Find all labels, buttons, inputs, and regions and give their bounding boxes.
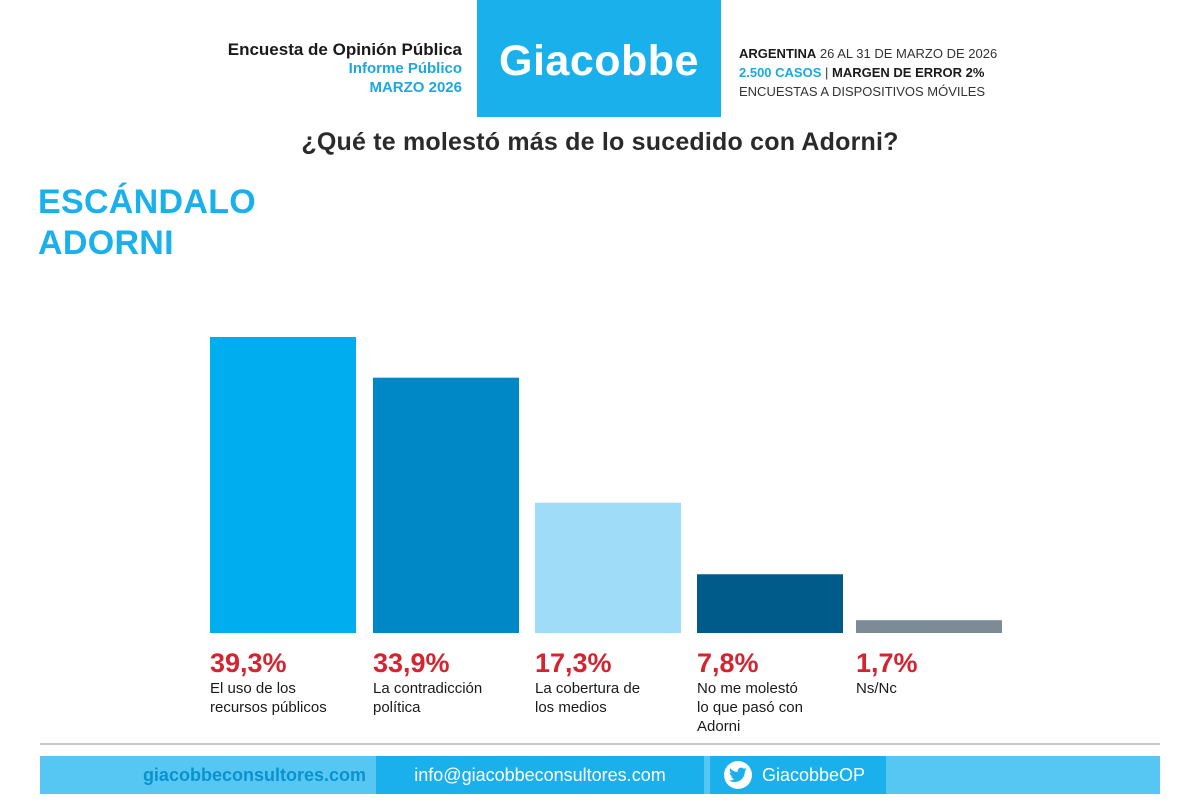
category-label-5-line-1: Ns/Nc xyxy=(856,680,897,697)
section-title-line1: ESCÁNDALO xyxy=(38,183,257,221)
footer-divider xyxy=(40,743,1160,745)
bar-1 xyxy=(210,337,356,633)
country-label: ARGENTINA xyxy=(739,46,817,61)
report-type: Informe Público xyxy=(348,60,462,77)
header-methodology: ARGENTINA 26 AL 31 DE MARZO DE 2026 2.50… xyxy=(739,44,997,101)
survey-title: Encuesta de Opinión Pública xyxy=(227,40,462,59)
bar-value-label-5: 1,7% xyxy=(856,648,918,678)
cases-count: 2.500 CASOS xyxy=(739,65,822,80)
email-link[interactable]: info@giacobbeconsultores.com xyxy=(376,756,704,794)
category-label-1-line-2: recursos públicos xyxy=(210,699,327,716)
separator: | xyxy=(825,65,829,80)
header-survey-info: Encuesta de Opinión Pública Informe Públ… xyxy=(228,40,462,97)
section-title: ESCÁNDALO ADORNI xyxy=(38,182,256,264)
report-month: MARZO 2026 xyxy=(369,79,462,96)
category-label-4-line-2: lo que pasó con xyxy=(697,699,803,716)
twitter-link[interactable]: GiacobbeOP xyxy=(710,756,886,794)
bar-4 xyxy=(697,574,843,633)
twitter-handle: GiacobbeOP xyxy=(762,764,866,785)
chart-question: ¿Qué te molestó más de lo sucedido con A… xyxy=(301,128,899,156)
website-link[interactable]: giacobbeconsultores.com xyxy=(142,764,366,785)
category-label-1-line-1: El uso de los xyxy=(210,680,296,697)
category-label-4-line-3: Adorni xyxy=(697,718,740,735)
bar-value-label-1: 39,3% xyxy=(210,648,287,678)
twitter-icon xyxy=(724,761,752,789)
category-label-4-line-1: No me molestó xyxy=(697,680,798,697)
brand-name: Giacobbe xyxy=(499,36,699,85)
bar-5 xyxy=(856,620,1002,633)
margin-of-error: MARGEN DE ERROR 2% xyxy=(832,65,985,80)
bar-2 xyxy=(373,377,519,633)
footer-bar: giacobbeconsultores.com info@giacobbecon… xyxy=(40,756,1160,794)
bar-value-label-4: 7,8% xyxy=(697,648,759,678)
category-label-2-line-1: La contradicción xyxy=(373,680,482,697)
bar-value-label-2: 33,9% xyxy=(373,648,450,678)
bar-3 xyxy=(535,502,681,633)
survey-dates: 26 AL 31 DE MARZO DE 2026 xyxy=(819,46,998,61)
category-label-3-line-1: La cobertura de xyxy=(535,680,640,697)
brand-logo-box: Giacobbe xyxy=(477,0,721,117)
category-label-2-line-2: política xyxy=(373,699,421,716)
category-label-3-line-2: los medios xyxy=(535,699,607,716)
section-title-line2: ADORNI xyxy=(38,224,174,262)
survey-method: ENCUESTAS A DISPOSITIVOS MÓVILES xyxy=(739,84,986,99)
bar-value-label-3: 17,3% xyxy=(535,648,612,678)
